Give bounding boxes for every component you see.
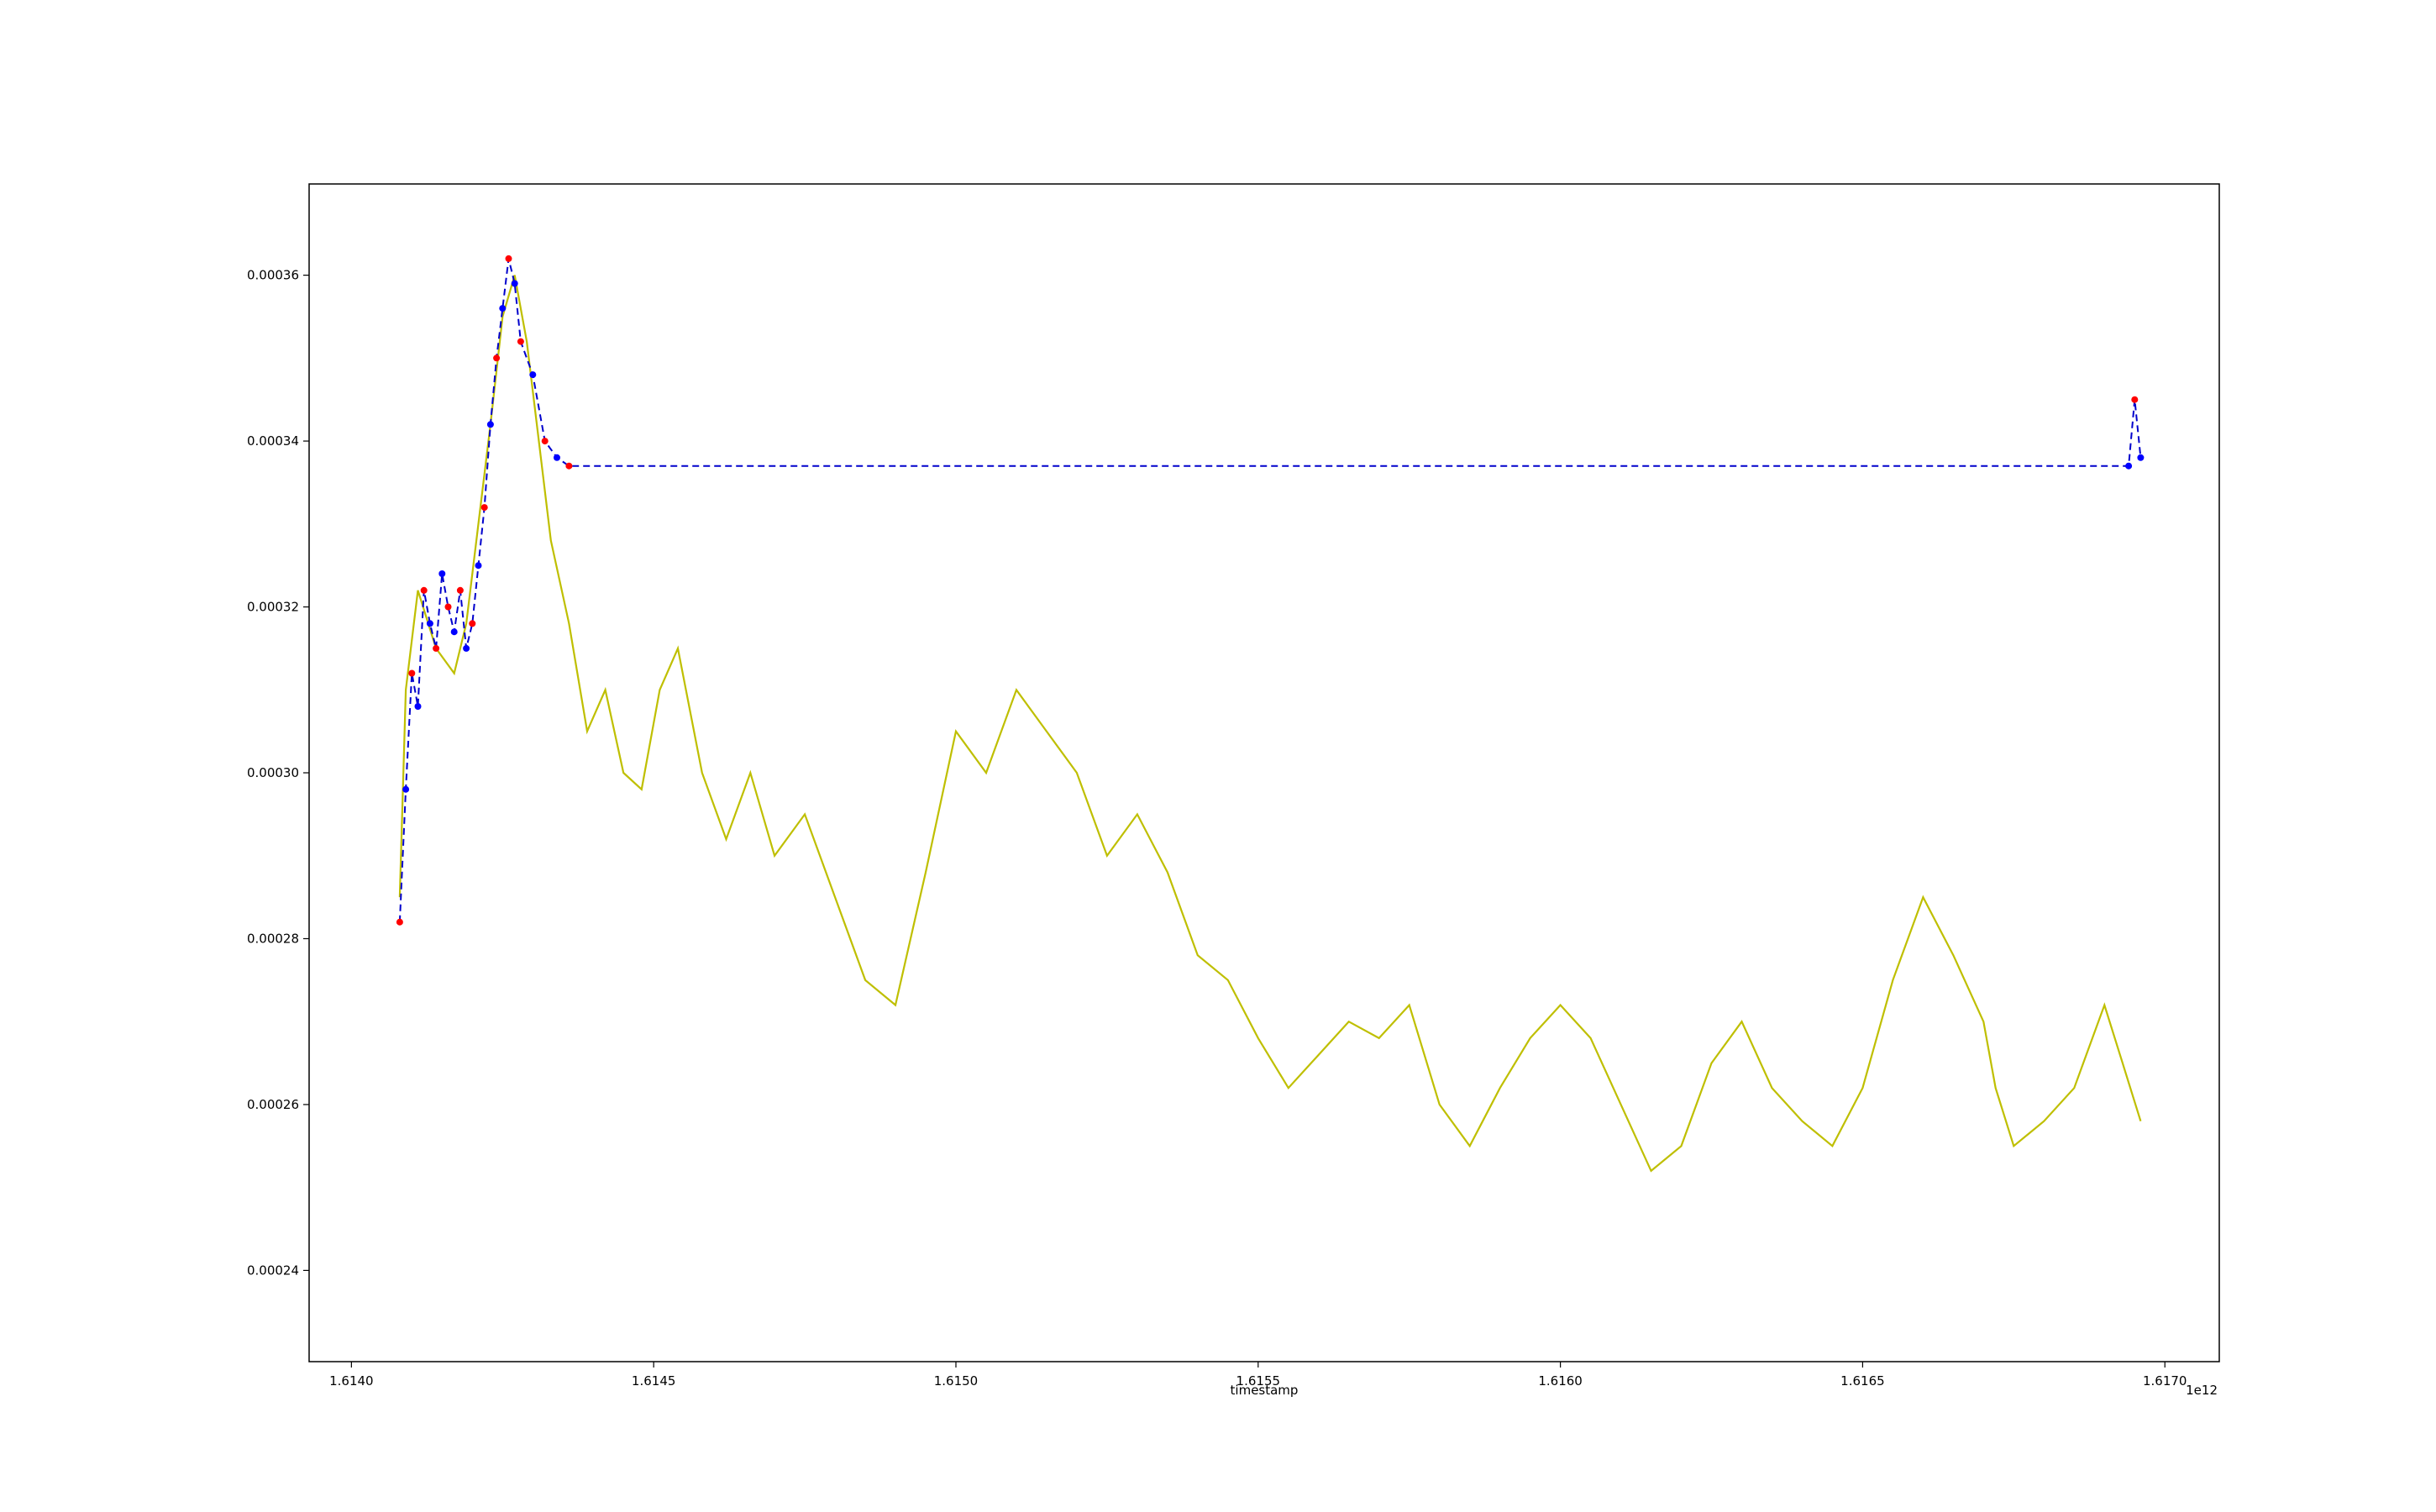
series-1-point <box>469 620 476 627</box>
series-1-point <box>529 371 537 379</box>
series-1-point <box>493 354 501 362</box>
x-axis-label: timestamp <box>1231 1383 1299 1398</box>
series-1-point <box>414 703 422 710</box>
series-1-point <box>2125 462 2133 470</box>
series-1-point <box>480 504 488 512</box>
series-1-point <box>402 785 410 793</box>
series-1-point <box>463 644 470 652</box>
series-1-point <box>499 305 507 312</box>
x-offset-label: 1e12 <box>2186 1383 2218 1398</box>
series-1-line <box>398 258 2142 922</box>
series-1-point <box>486 421 494 428</box>
y-tick-label: 0.00030 <box>247 765 299 780</box>
series-1-point <box>396 918 403 926</box>
series-1-point <box>2137 454 2145 461</box>
series-1-point <box>433 644 440 652</box>
series-1-point <box>456 586 464 594</box>
series-1-point <box>2131 396 2139 403</box>
series-1-point <box>554 454 560 461</box>
y-tick-label: 0.00028 <box>247 931 299 946</box>
x-tick-label: 1.6165 <box>1840 1373 1885 1389</box>
y-tick-label: 0.00026 <box>247 1097 299 1112</box>
series-1-point <box>517 338 524 345</box>
y-tick-label: 0.00032 <box>247 600 299 615</box>
series-1-point <box>565 462 573 470</box>
x-tick-label: 1.6155 <box>1236 1373 1281 1389</box>
series-1-point <box>408 669 416 677</box>
plot-area <box>396 255 2145 1173</box>
series-1-point <box>420 586 428 594</box>
series-1-point <box>475 562 482 570</box>
x-tick-label: 1.6170 <box>2143 1373 2187 1389</box>
series-1-point <box>444 603 452 611</box>
x-tick-label: 1.6150 <box>934 1373 979 1389</box>
x-tick-label: 1.6140 <box>329 1373 374 1389</box>
series-1-point <box>541 438 549 445</box>
series-1-point <box>438 570 446 577</box>
x-tick-label: 1.6160 <box>1538 1373 1583 1389</box>
series-0-line <box>398 275 2142 1173</box>
series-1-point <box>426 620 433 627</box>
series-1-point <box>511 280 518 287</box>
x-axis: 1.6140 1.6145 1.6150 1.6155 1.6160 1.6165 1.61… <box>329 1362 2187 1389</box>
x-tick-label: 1.6145 <box>632 1373 676 1389</box>
series-1-point <box>450 628 458 636</box>
y-axis: 0.00024 0.00026 0.00028 0.00030 0.00032 0.000… <box>247 268 309 1278</box>
y-tick-label: 0.00024 <box>247 1263 299 1278</box>
series-1-point <box>505 255 512 262</box>
y-tick-label: 0.00036 <box>247 268 299 283</box>
y-tick-label: 0.00034 <box>247 433 299 449</box>
